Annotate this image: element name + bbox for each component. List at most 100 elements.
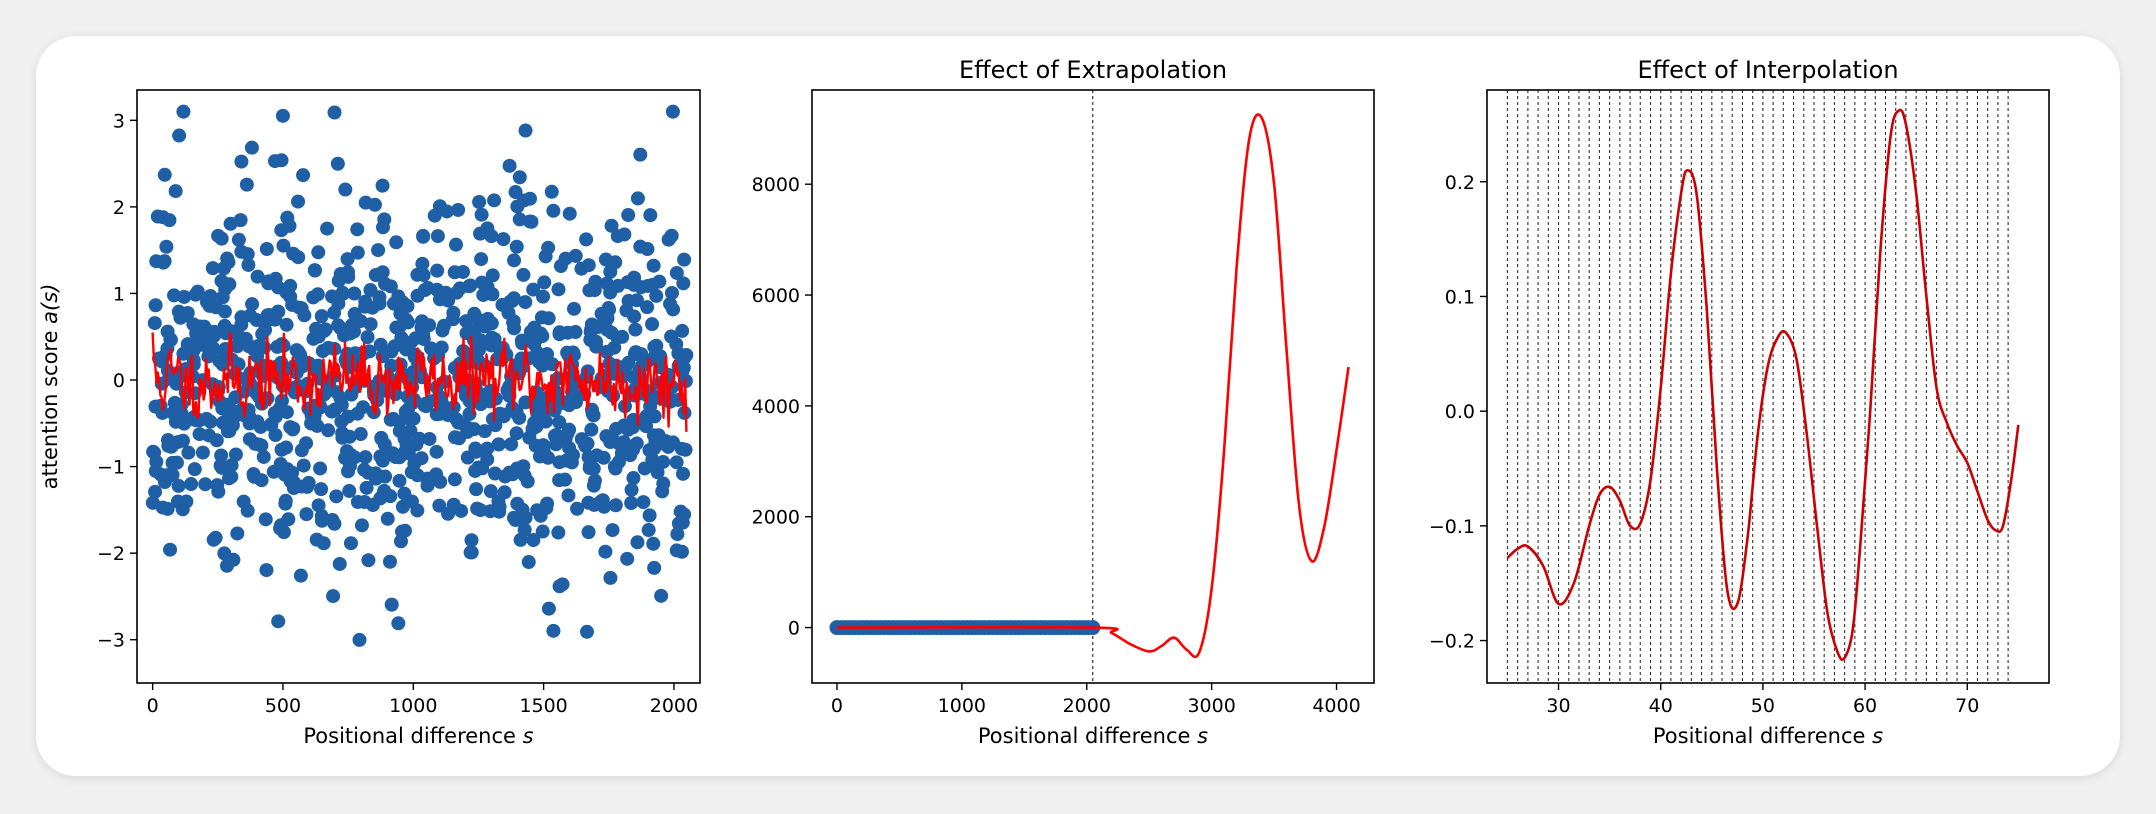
scatter-point <box>507 253 522 268</box>
scatter-point <box>297 308 312 323</box>
scatter-point <box>147 316 162 331</box>
scatter-point <box>551 282 566 297</box>
scatter-point <box>508 513 523 528</box>
scatter-point <box>664 228 679 243</box>
scatter-point <box>587 283 602 298</box>
scatter-point <box>462 279 477 294</box>
scatter-point <box>320 221 335 236</box>
scatter-point <box>483 484 498 499</box>
scatter-point <box>274 153 289 168</box>
scatter-point <box>568 325 583 340</box>
scatter-point <box>636 495 651 510</box>
scatter-point <box>358 450 373 465</box>
scatter-point <box>317 323 332 338</box>
scatter-point <box>220 424 235 439</box>
scatter-point <box>630 191 645 206</box>
scatter-point <box>669 455 684 470</box>
scatter-point <box>447 472 462 487</box>
scatter-point <box>585 406 600 421</box>
scatter-point <box>277 467 292 482</box>
y-tick-label: −0.2 <box>1429 631 1475 653</box>
scatter-point <box>286 421 301 436</box>
scatter-point <box>526 282 541 297</box>
scatter-point <box>383 279 398 294</box>
scatter-point <box>544 184 559 199</box>
scatter-point <box>506 315 521 330</box>
scatter-point <box>516 459 531 474</box>
scatter-point <box>415 256 430 271</box>
scatter-point <box>160 468 175 483</box>
scatter-point <box>568 248 583 263</box>
scatter-point <box>648 347 663 362</box>
scatter-point <box>363 317 378 332</box>
scatter-point <box>156 255 171 270</box>
scatter-point <box>279 285 294 300</box>
scatter-point <box>551 525 566 540</box>
scatter-point <box>147 445 162 460</box>
y-tick-label: −1 <box>97 457 125 479</box>
scatter-point <box>581 258 596 273</box>
plot-area <box>829 90 1350 683</box>
scatter-point <box>331 273 346 288</box>
scatter-point <box>527 333 542 348</box>
plot-area <box>1506 90 2020 683</box>
scatter-point <box>626 471 641 486</box>
scatter-point <box>392 473 407 488</box>
scatter-point <box>464 545 479 560</box>
x-tick-label: 1000 <box>389 695 437 717</box>
scatter-point <box>487 332 502 347</box>
scatter-point <box>328 402 343 417</box>
scatter-point <box>579 624 594 639</box>
scatter-point <box>422 431 437 446</box>
scatter-point <box>397 486 412 501</box>
scatter-point <box>584 422 599 437</box>
scatter-point <box>223 324 238 339</box>
scatter-point <box>301 475 316 490</box>
scatter-point <box>221 397 236 412</box>
x-tick-label: 2000 <box>1063 695 1111 717</box>
y-tick-label: 0.1 <box>1445 286 1475 308</box>
x-tick-label: 0 <box>831 695 843 717</box>
scatter-point <box>593 494 608 509</box>
scatter-point <box>352 632 367 647</box>
scatter-point <box>454 503 469 518</box>
scatter-point <box>669 265 684 280</box>
scatter-point <box>449 237 464 252</box>
scatter-point <box>167 395 182 410</box>
scatter-point <box>214 448 229 463</box>
scatter-point <box>577 437 592 452</box>
scatter-point <box>259 241 274 256</box>
scatter-point <box>523 191 538 206</box>
scatter-point <box>210 478 225 493</box>
scatter-point <box>192 427 207 442</box>
scatter-point <box>397 431 412 446</box>
scatter-point <box>620 551 635 566</box>
scatter-point <box>331 318 346 333</box>
scatter-point <box>665 435 680 450</box>
scatter-point <box>474 252 489 267</box>
scatter-point <box>536 443 551 458</box>
scatter-point <box>172 128 187 143</box>
series-line <box>836 113 1350 659</box>
scatter-point <box>382 554 397 569</box>
scatter-point <box>558 429 573 444</box>
x-tick-label: 30 <box>1546 695 1570 717</box>
scatter-point <box>646 428 661 443</box>
scatter-point <box>306 331 321 346</box>
scatter-point <box>276 525 291 540</box>
scatter-point <box>395 499 410 514</box>
scatter-point <box>169 455 184 470</box>
scatter-point <box>373 337 388 352</box>
scatter-point <box>521 555 536 570</box>
scatter-point <box>518 395 533 410</box>
scatter-point <box>259 563 274 578</box>
scatter-point <box>476 335 491 350</box>
scatter-point <box>276 238 291 253</box>
scatter-point <box>502 158 517 173</box>
scatter-point <box>336 286 351 301</box>
scatter-point <box>314 309 329 324</box>
scatter-point <box>354 518 369 533</box>
scatter-point <box>148 464 163 479</box>
scatter-point <box>397 523 412 538</box>
scatter-point <box>621 208 636 223</box>
